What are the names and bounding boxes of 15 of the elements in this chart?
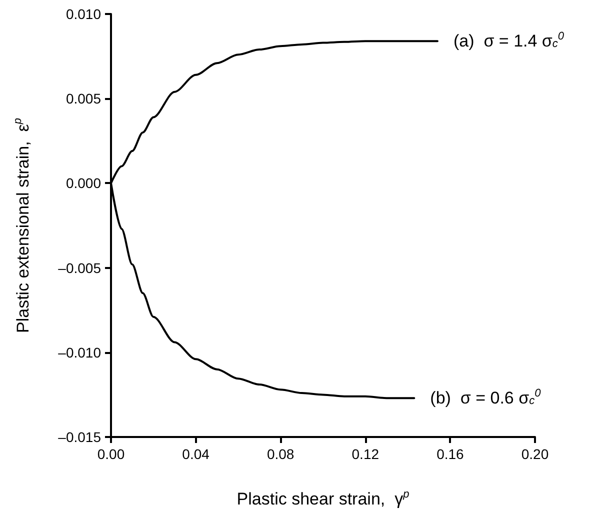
y-tick-label: –0.010 (58, 344, 102, 360)
annotation: (a) σ = 1.4 σc0 (453, 30, 565, 51)
x-tick-label: 0.08 (266, 446, 294, 462)
y-axis-title: Plastic extensional strain, εp (12, 118, 32, 333)
x-tick-label: 0.00 (97, 446, 125, 462)
x-tick-label: 0.12 (352, 446, 380, 462)
y-tick-label: 0.010 (66, 6, 102, 22)
y-tick-label: 0.000 (66, 175, 102, 192)
x-tick-label: 0.04 (182, 446, 210, 462)
y-tick-label: –0.015 (58, 429, 102, 445)
annotation: (b) σ = 0.6 σc0 (430, 387, 542, 408)
y-tick-label: –0.005 (58, 260, 102, 276)
y-tick-label: 0.005 (66, 90, 102, 107)
x-tick-label: 0.20 (521, 446, 549, 462)
x-tick-label: 0.16 (436, 446, 464, 462)
